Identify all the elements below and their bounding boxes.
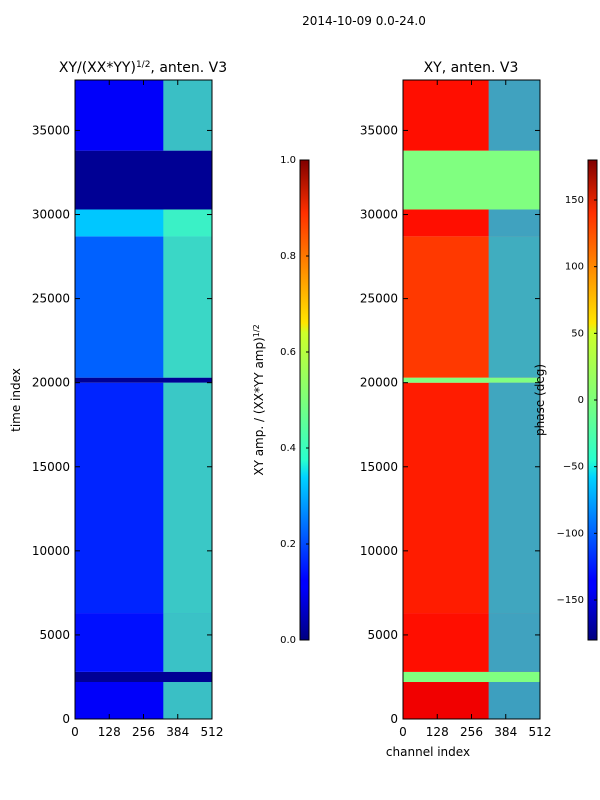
y-tick-label: 0 xyxy=(390,712,398,726)
figure-suptitle: 2014-10-09 0.0-24.0 xyxy=(302,14,426,28)
y-tick-label: 5000 xyxy=(367,628,398,642)
colorbar-tick-label: −150 xyxy=(557,595,584,606)
y-tick-label: 30000 xyxy=(360,208,398,222)
heatmap-hot-region xyxy=(488,236,540,378)
heatmap-hot-region xyxy=(488,613,540,672)
colorbar-tick-label: 0 xyxy=(578,395,584,406)
y-tick-label: 5000 xyxy=(39,628,70,642)
amplitude-colorbar: 0.0 0.2 0.4 0.6 0.8 1.0 XY amp. / (XX*YY amp)… xyxy=(252,155,310,646)
y-tick-label: 35000 xyxy=(360,123,398,137)
x-tick-label: 128 xyxy=(426,725,449,739)
heatmap-hot-region xyxy=(488,382,540,614)
x-tick-label: 384 xyxy=(166,725,189,739)
y-tick-label: 10000 xyxy=(32,544,70,558)
phase-x-ticks: 0 128 256 384 512 xyxy=(399,80,551,739)
heatmap-hot-region xyxy=(488,682,540,719)
colorbar-tick-label: 0.6 xyxy=(280,347,296,358)
heatmap-hot-region xyxy=(163,80,212,151)
heatmap-hot-region xyxy=(163,236,212,378)
colorbar-tick-label: 150 xyxy=(565,195,584,206)
phase-panel: XY, anten. V3 0 128 256 384 512 0 5000 10000 15… xyxy=(360,60,552,759)
y-tick-label: 15000 xyxy=(32,460,70,474)
y-tick-label: 20000 xyxy=(360,376,398,390)
y-tick-label: 30000 xyxy=(32,208,70,222)
amplitude-y-label: time index xyxy=(9,368,23,432)
heatmap-band xyxy=(75,150,212,210)
amplitude-colorbar-ticks: 0.0 0.2 0.4 0.6 0.8 1.0 xyxy=(280,155,309,646)
phase-x-label: channel index xyxy=(386,745,470,759)
phase-colorbar: −150 −100 −50 0 50 100 150 phase (deg) xyxy=(533,159,598,641)
y-tick-label: 20000 xyxy=(32,376,70,390)
colorbar-tick-label: −100 xyxy=(557,528,584,539)
amplitude-colorbar-label: XY amp. / (XX*YY amp)1/2 xyxy=(252,324,267,475)
x-tick-label: 512 xyxy=(201,725,224,739)
x-tick-label: 0 xyxy=(71,725,79,739)
colorbar-tick-label: 0.4 xyxy=(280,443,296,454)
y-tick-label: 10000 xyxy=(360,544,398,558)
phase-colorbar-label: phase (deg) xyxy=(533,364,547,436)
phase-colorbar-ticks: −150 −100 −50 0 50 100 150 xyxy=(557,195,597,606)
colorbar-tick-label: 100 xyxy=(565,262,584,273)
x-tick-label: 128 xyxy=(98,725,121,739)
y-tick-label: 0 xyxy=(62,712,70,726)
colorbar-tick-label: 0.0 xyxy=(280,635,296,646)
amplitude-x-ticks: 0 128 256 384 512 xyxy=(71,80,223,739)
amplitude-y-ticks: 0 5000 10000 15000 20000 25000 30000 35000 xyxy=(32,123,212,726)
heatmap-hot-region xyxy=(163,209,212,237)
heatmap-hot-region xyxy=(488,80,540,151)
phase-y-ticks: 0 5000 10000 15000 20000 25000 30000 35000 xyxy=(360,123,540,726)
amplitude-colorbar-bar xyxy=(299,159,310,641)
heatmap-band xyxy=(75,671,212,683)
y-tick-label: 15000 xyxy=(360,460,398,474)
colorbar-tick-label: 0.2 xyxy=(280,539,296,550)
y-tick-label: 25000 xyxy=(360,292,398,306)
heatmap-band xyxy=(403,150,540,210)
heatmap-hot-region xyxy=(163,613,212,672)
heatmap-band xyxy=(403,671,540,683)
amplitude-heatmap xyxy=(75,80,212,719)
heatmap-hot-region xyxy=(163,382,212,614)
y-tick-label: 25000 xyxy=(32,292,70,306)
heatmap-hot-region xyxy=(163,682,212,719)
heatmap-band xyxy=(75,377,212,383)
colorbar-tick-label: 0.8 xyxy=(280,251,296,262)
colorbar-tick-label: 50 xyxy=(571,328,584,339)
amplitude-panel: XY/(XX*YY)1/2, anten. V3 0 128 256 384 512 0… xyxy=(9,60,227,739)
phase-panel-title: XY, anten. V3 xyxy=(424,60,519,76)
heatmap-band xyxy=(403,377,540,383)
x-tick-label: 256 xyxy=(460,725,483,739)
heatmap-hot-region xyxy=(488,209,540,237)
x-tick-label: 384 xyxy=(494,725,517,739)
amplitude-panel-title: XY/(XX*YY)1/2, anten. V3 xyxy=(59,60,227,76)
y-tick-label: 35000 xyxy=(32,123,70,137)
x-tick-label: 512 xyxy=(529,725,552,739)
colorbar-tick-label: −50 xyxy=(563,462,584,473)
x-tick-label: 0 xyxy=(399,725,407,739)
x-tick-label: 256 xyxy=(132,725,155,739)
phase-heatmap xyxy=(403,80,540,719)
colorbar-tick-label: 1.0 xyxy=(280,155,296,166)
